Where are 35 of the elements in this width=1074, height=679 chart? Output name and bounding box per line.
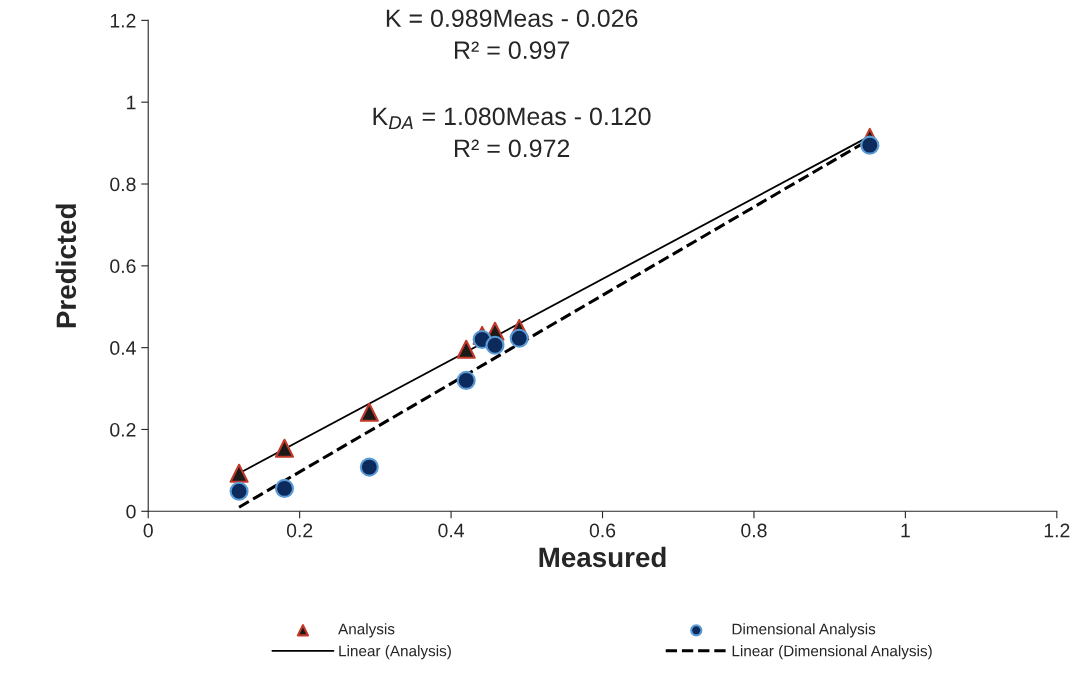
point — [456, 339, 476, 359]
x-tick-label: 0.6 — [589, 523, 616, 538]
x-tick-label: 0.8 — [741, 523, 767, 538]
y-tick-label: 0.6 — [110, 259, 136, 274]
x-tick-label: 1 — [901, 523, 910, 538]
point — [229, 481, 249, 501]
y-axis-title: Predicted — [55, 204, 77, 328]
point — [456, 370, 476, 390]
x-tick-label: 0.2 — [286, 523, 313, 538]
x-tick-label: 0.4 — [438, 523, 465, 538]
y-tick-label: 0 — [126, 504, 136, 519]
point — [274, 438, 295, 458]
legend-label: Linear (Analysis) — [339, 645, 451, 660]
annotation: R² = 0.972 — [454, 139, 570, 158]
point — [274, 478, 295, 498]
x-axis-title: Measured — [539, 546, 666, 568]
y-tick-label: 1.2 — [110, 13, 136, 28]
legend-label: Linear (Dimensional Analysis) — [732, 645, 932, 660]
y-tick-label: 0.8 — [110, 177, 136, 192]
y-tick-label: 0.4 — [110, 341, 136, 355]
point — [359, 402, 379, 422]
point — [509, 328, 529, 348]
point — [485, 335, 505, 355]
annotation: K = 0.989Meas - 0.026 — [386, 9, 638, 28]
legend-label: Dimensional Analysis — [732, 623, 876, 638]
annotation: R² = 0.997 — [454, 41, 570, 59]
x-tick-label: 1.2 — [1044, 523, 1070, 538]
legend-label: Analysis — [338, 623, 395, 638]
annotation: K$_{DA}$ = 1.080Meas - 0.120 — [373, 107, 651, 130]
y-tick-label: 0.2 — [110, 422, 136, 437]
y-tick-label: 1 — [127, 95, 136, 110]
x-tick-label: 0 — [143, 523, 153, 538]
point — [860, 135, 880, 155]
point — [359, 457, 379, 477]
point — [229, 463, 249, 483]
